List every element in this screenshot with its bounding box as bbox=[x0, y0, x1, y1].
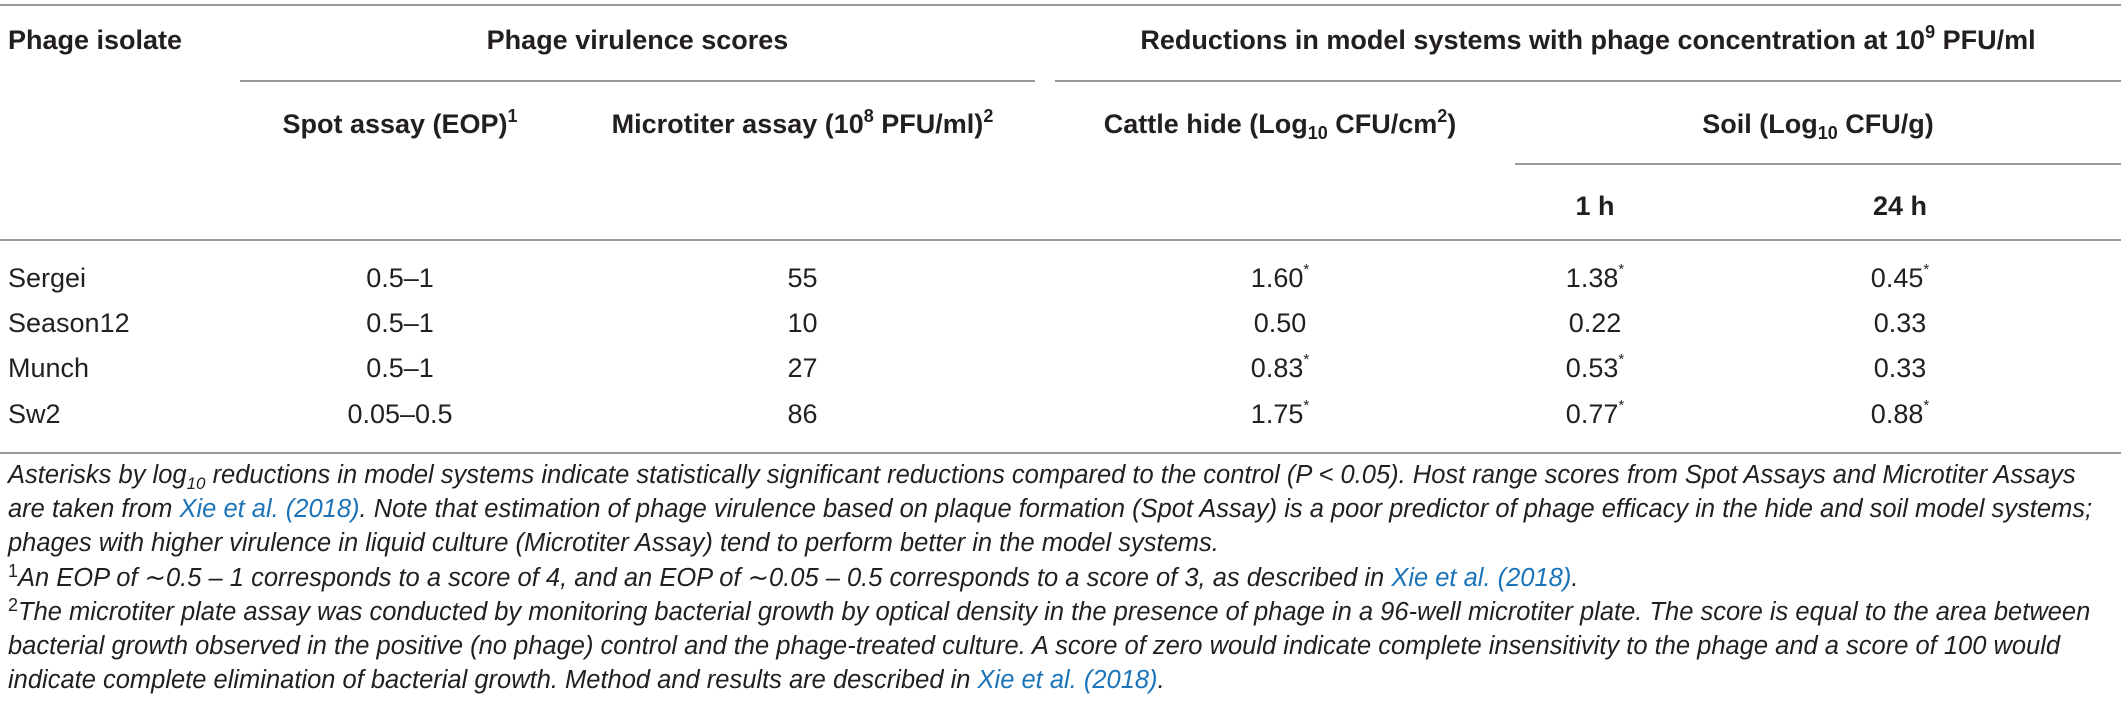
cell-spot: 0.5–1 bbox=[366, 353, 434, 383]
virulence-group-rule bbox=[240, 80, 1035, 82]
cell-soil-1h: 0.53* bbox=[1565, 351, 1625, 383]
cell-micro: 10 bbox=[787, 308, 818, 338]
cell-soil-24h: 0.33 bbox=[1873, 353, 1927, 383]
cell-soil-1h: 1.38* bbox=[1565, 261, 1625, 293]
citation-link[interactable]: Xie et al. (2018) bbox=[1391, 564, 1572, 592]
cell-micro: 27 bbox=[787, 353, 818, 383]
cell-spot: 0.5–1 bbox=[366, 308, 434, 338]
cell-hide: 1.60* bbox=[1250, 261, 1310, 293]
header-virulence-group: Phage virulence scores bbox=[486, 25, 789, 55]
cell-soil-1h: 0.22 bbox=[1568, 308, 1622, 338]
cell-hide: 0.83* bbox=[1250, 351, 1310, 383]
cell-soil-24h: 0.33 bbox=[1873, 308, 1927, 338]
header-soil-1h: 1 h bbox=[1575, 191, 1615, 221]
header-microtiter-assay: Microtiter assay (108 PFU/ml)2 bbox=[611, 106, 994, 139]
cell-spot: 0.5–1 bbox=[366, 263, 434, 293]
cell-hide: 0.50 bbox=[1253, 308, 1307, 338]
soil-group-rule bbox=[1515, 163, 2121, 165]
table-footnote-main: Asterisks by log10 reductions in model s… bbox=[8, 461, 2093, 557]
cell-hide: 1.75* bbox=[1250, 397, 1310, 429]
cell-phage: Sw2 bbox=[8, 399, 61, 429]
citation-link[interactable]: Xie et al. (2018) bbox=[977, 666, 1158, 694]
header-phage-isolate: Phage isolate bbox=[8, 25, 183, 55]
header-spot-assay: Spot assay (EOP)1 bbox=[282, 106, 518, 139]
cell-spot: 0.05–0.5 bbox=[347, 399, 453, 429]
header-soil: Soil (Log10 CFU/g) bbox=[1702, 109, 1934, 143]
table-footnote-2: 2The microtiter plate assay was conducte… bbox=[8, 595, 2091, 694]
header-cattle-hide: Cattle hide (Log10 CFU/cm2) bbox=[1103, 106, 1457, 143]
cell-phage: Munch bbox=[8, 353, 90, 383]
cell-phage: Season12 bbox=[8, 308, 130, 338]
header-reductions-group: Reductions in model systems with phage c… bbox=[1140, 22, 2036, 55]
cell-soil-24h: 0.88* bbox=[1870, 397, 1930, 429]
table-top-rule bbox=[0, 4, 2121, 6]
reductions-group-rule bbox=[1055, 80, 2121, 82]
cell-micro: 55 bbox=[787, 263, 818, 293]
cell-phage: Sergei bbox=[8, 263, 87, 293]
header-soil-24h: 24 h bbox=[1872, 191, 1928, 221]
table-bottom-rule bbox=[0, 452, 2121, 454]
cell-micro: 86 bbox=[787, 399, 818, 429]
citation-link[interactable]: Xie et al. (2018) bbox=[179, 495, 360, 523]
cell-soil-24h: 0.45* bbox=[1870, 261, 1930, 293]
cell-soil-1h: 0.77* bbox=[1565, 397, 1625, 429]
table-footnote-1: 1An EOP of ∼0.5 – 1 corresponds to a sco… bbox=[8, 561, 1579, 592]
header-bottom-rule bbox=[0, 239, 2121, 241]
